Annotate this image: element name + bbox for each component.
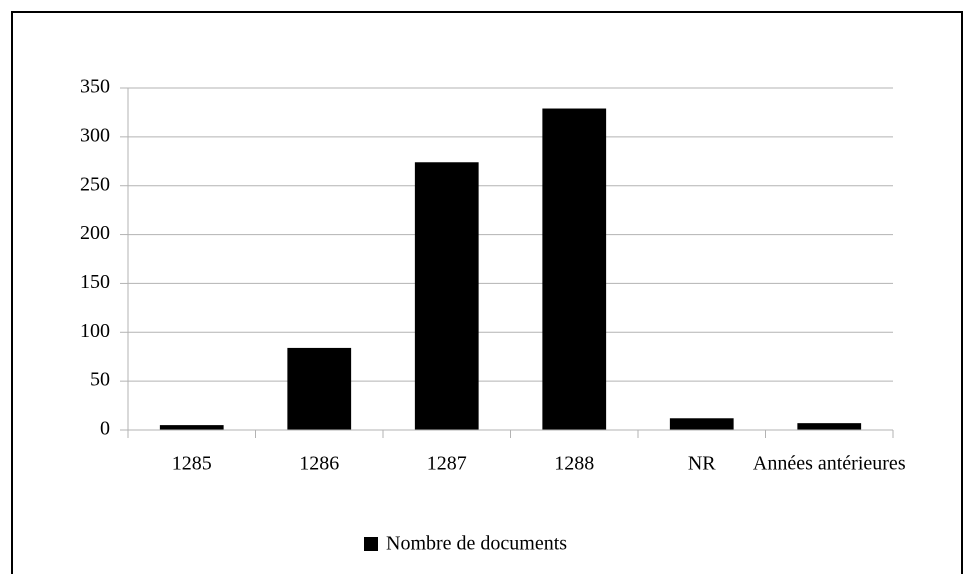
y-tick-label: 250 [80,173,110,195]
x-tick-label: 1285 [172,453,212,475]
y-tick-label: 0 [100,418,110,440]
y-tick-label: 200 [80,222,110,244]
bar [159,425,224,430]
bar [669,418,734,430]
x-tick-label: 1286 [299,453,339,475]
y-tick-label: 50 [90,369,110,391]
frame [11,11,963,574]
x-tick-label: NR [688,453,716,475]
bar [797,423,862,430]
bar [287,347,352,430]
y-tick-label: 150 [80,271,110,293]
y-tick-label: 350 [80,76,110,98]
y-tick-label: 300 [80,124,110,146]
y-tick-label: 100 [80,320,110,342]
bar [542,108,607,431]
legend-label: Nombre de documents [386,533,567,555]
legend-swatch [364,537,378,551]
x-tick-label: Années antérieures [753,453,906,475]
x-tick-label: 1288 [554,453,594,475]
x-tick-label: 1287 [427,453,467,475]
bar [414,162,479,430]
